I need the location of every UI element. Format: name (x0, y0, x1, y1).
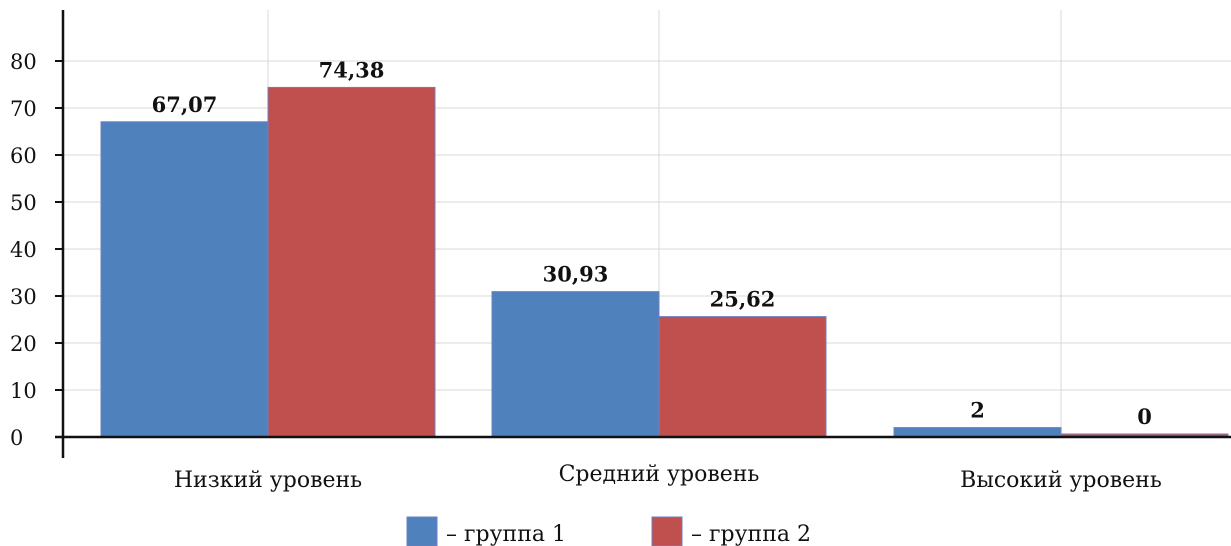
category-label: Высокий уровень (960, 468, 1162, 493)
data-label: 74,38 (319, 57, 385, 82)
y-tick-label: 80 (10, 50, 37, 74)
data-label: 2 (970, 398, 985, 423)
y-tick-label: 20 (10, 332, 37, 356)
data-label: 67,07 (152, 92, 218, 117)
y-tick-label: 0 (10, 426, 23, 450)
bar-1-1 (100, 121, 269, 438)
category-labels: Низкий уровень Средний уровень Высокий уро… (174, 462, 1162, 493)
y-tick-label: 10 (10, 379, 37, 403)
category-label: Средний уровень (559, 462, 760, 487)
category-label: Низкий уровень (174, 468, 362, 493)
y-tick-label: 60 (10, 144, 37, 168)
data-label: 30,93 (543, 262, 609, 287)
legend-label-1: – группа 1 (446, 522, 566, 546)
y-tick-labels: 0 10 20 30 40 50 60 70 80 (10, 50, 37, 450)
bar-1-2 (491, 291, 660, 438)
y-tick-label: 40 (10, 238, 37, 262)
data-labels: 67,07 74,38 30,93 25,62 2 0 (152, 57, 1152, 429)
bar-2-2 (658, 316, 827, 438)
axes (55, 10, 1231, 458)
legend: – группа 1 – группа 2 (406, 516, 811, 546)
bar-1-3 (893, 427, 1062, 438)
bar-2-1 (267, 86, 436, 438)
data-label: 25,62 (710, 287, 776, 312)
y-tick-label: 70 (10, 97, 37, 121)
y-tick-label: 50 (10, 191, 37, 215)
y-tick-label: 30 (10, 285, 37, 309)
bars (100, 86, 1229, 438)
legend-swatch-1 (406, 516, 438, 546)
data-label: 0 (1137, 404, 1152, 429)
legend-swatch-2 (651, 516, 683, 546)
legend-label-2: – группа 2 (691, 522, 811, 546)
